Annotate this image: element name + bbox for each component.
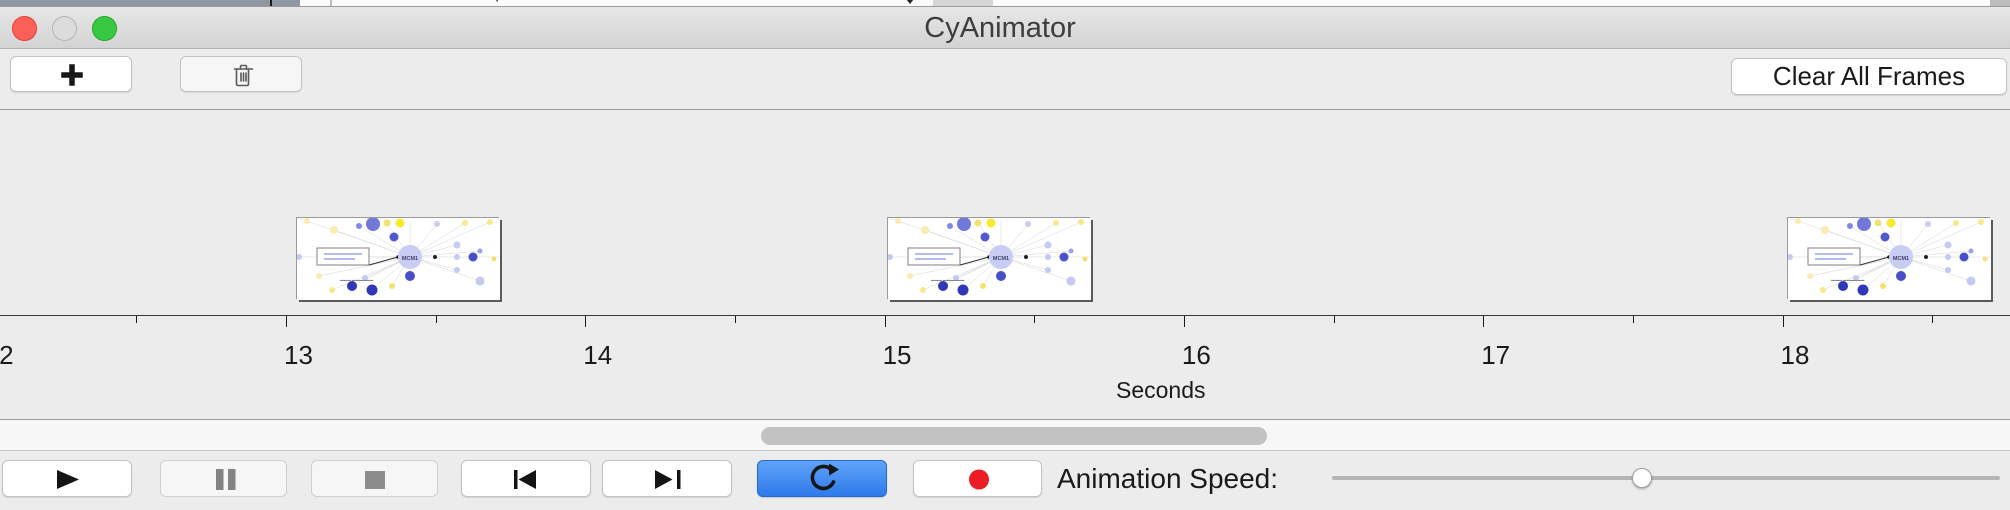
svg-text:▬▬▬ ▬▬▬▬▬▬: ▬▬▬ ▬▬▬▬▬▬: [931, 278, 965, 282]
svg-text:MCM1: MCM1: [993, 256, 1009, 262]
svg-text:▬▬▬ ▬▬▬▬▬▬: ▬▬▬ ▬▬▬▬▬▬: [1831, 278, 1865, 282]
svg-text:MCM1: MCM1: [1893, 256, 1909, 262]
svg-text:MCM1: MCM1: [402, 256, 418, 262]
svg-text:▬▬▬ ▬▬▬▬▬▬: ▬▬▬ ▬▬▬▬▬▬: [340, 278, 374, 282]
